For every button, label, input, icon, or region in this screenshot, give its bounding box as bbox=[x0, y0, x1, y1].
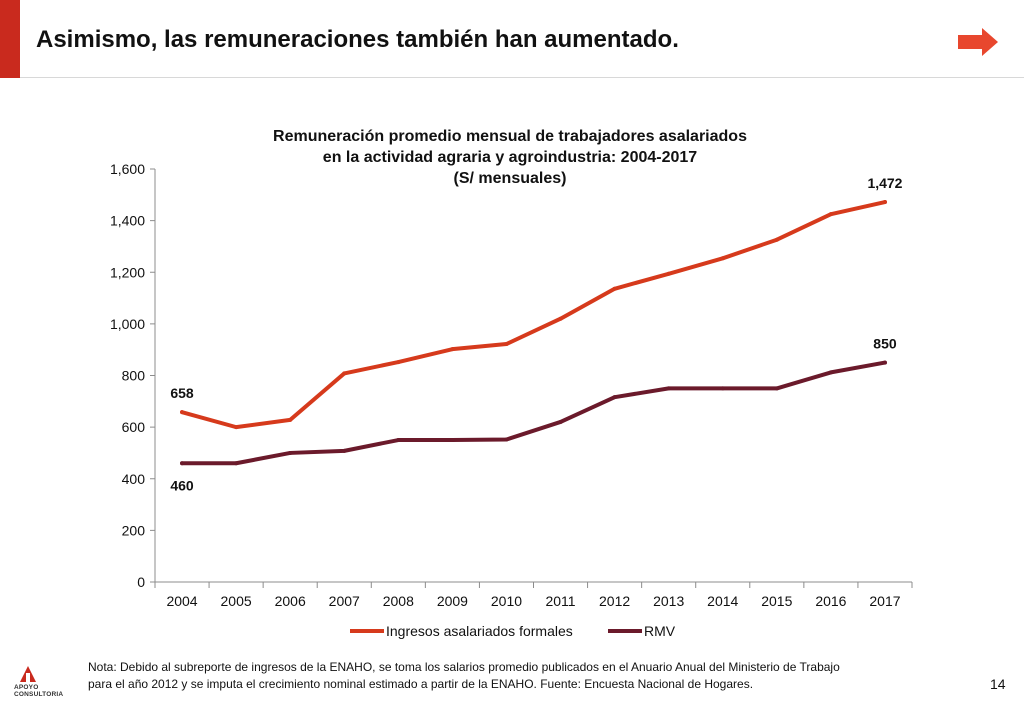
x-tick-label: 2006 bbox=[275, 593, 306, 609]
x-tick-label: 2007 bbox=[329, 593, 360, 609]
data-point bbox=[288, 417, 293, 422]
x-tick-label: 2017 bbox=[869, 593, 900, 609]
logo-text-2: CONSULTORIA bbox=[14, 691, 64, 698]
data-point bbox=[450, 438, 455, 443]
data-point bbox=[396, 360, 401, 365]
x-tick-label: 2014 bbox=[707, 593, 738, 609]
x-tick-label: 2005 bbox=[221, 593, 252, 609]
data-point bbox=[342, 371, 347, 376]
footnote-line1: Nota: Debido al subreporte de ingresos d… bbox=[88, 660, 840, 674]
company-logo bbox=[20, 666, 36, 682]
data-label: 658 bbox=[170, 385, 194, 401]
x-tick-label: 2011 bbox=[545, 593, 575, 609]
data-point bbox=[504, 342, 509, 347]
x-tick-label: 2016 bbox=[815, 593, 846, 609]
y-tick-label: 1,600 bbox=[110, 161, 145, 177]
data-point bbox=[450, 347, 455, 352]
data-point bbox=[774, 237, 779, 242]
chart-title-line2: en la actividad agraria y agroindustria:… bbox=[322, 149, 698, 166]
series-line-rmv bbox=[180, 360, 887, 466]
x-tick-label: 2009 bbox=[437, 593, 468, 609]
legend-label: RMV bbox=[644, 623, 676, 639]
data-point bbox=[774, 386, 779, 391]
x-tick-label: 2013 bbox=[653, 593, 684, 609]
data-point bbox=[504, 437, 509, 442]
y-tick-label: 200 bbox=[122, 522, 146, 538]
header-divider bbox=[20, 77, 1024, 78]
data-point bbox=[882, 360, 887, 365]
x-tick-label: 2004 bbox=[166, 593, 197, 609]
chart-title: Remuneración promedio mensual de trabaja… bbox=[210, 126, 810, 189]
data-point bbox=[342, 448, 347, 453]
y-tick-label: 0 bbox=[137, 574, 145, 590]
header-accent-bar bbox=[0, 0, 20, 78]
y-tick-label: 800 bbox=[122, 368, 146, 384]
chart-title-line1: Remuneración promedio mensual de trabaja… bbox=[273, 128, 747, 145]
data-point bbox=[612, 395, 617, 400]
logo-text-1: APOYO bbox=[14, 684, 39, 691]
data-point bbox=[180, 410, 185, 415]
data-point bbox=[558, 316, 563, 321]
data-point bbox=[234, 461, 239, 466]
right-arrow-icon[interactable] bbox=[956, 27, 1000, 57]
data-point bbox=[720, 256, 725, 261]
data-point bbox=[828, 212, 833, 217]
y-tick-label: 1,200 bbox=[110, 264, 145, 280]
data-point bbox=[558, 419, 563, 424]
data-point bbox=[234, 425, 239, 430]
footnote-line2: para el año 2012 y se imputa el crecimie… bbox=[88, 677, 754, 691]
data-point bbox=[612, 286, 617, 291]
y-tick-label: 1,400 bbox=[110, 213, 145, 229]
y-tick-label: 600 bbox=[122, 419, 146, 435]
data-label: 850 bbox=[873, 336, 897, 352]
logo-text: APOYO CONSULTORIA bbox=[14, 684, 63, 698]
y-tick-label: 1,000 bbox=[110, 316, 145, 332]
data-point bbox=[828, 370, 833, 375]
chart-title-line3: (S/ mensuales) bbox=[453, 170, 567, 187]
y-tick-label: 400 bbox=[122, 471, 146, 487]
data-point bbox=[666, 386, 671, 391]
page-title: Asimismo, las remuneraciones también han… bbox=[36, 26, 679, 53]
data-label: 460 bbox=[170, 477, 194, 493]
data-point bbox=[396, 438, 401, 443]
data-point bbox=[882, 200, 887, 205]
x-tick-label: 2015 bbox=[761, 593, 792, 609]
x-tick-label: 2012 bbox=[599, 593, 630, 609]
footnote: Nota: Debido al subreporte de ingresos d… bbox=[88, 659, 948, 693]
data-point bbox=[180, 461, 185, 466]
data-label: 1,472 bbox=[867, 175, 902, 191]
data-point bbox=[288, 450, 293, 455]
data-point bbox=[666, 271, 671, 276]
series-line-ingresos bbox=[180, 200, 887, 430]
legend-label: Ingresos asalariados formales bbox=[386, 623, 573, 639]
data-point bbox=[720, 386, 725, 391]
x-tick-label: 2010 bbox=[491, 593, 522, 609]
page-number: 14 bbox=[990, 676, 1006, 692]
x-tick-label: 2008 bbox=[383, 593, 414, 609]
